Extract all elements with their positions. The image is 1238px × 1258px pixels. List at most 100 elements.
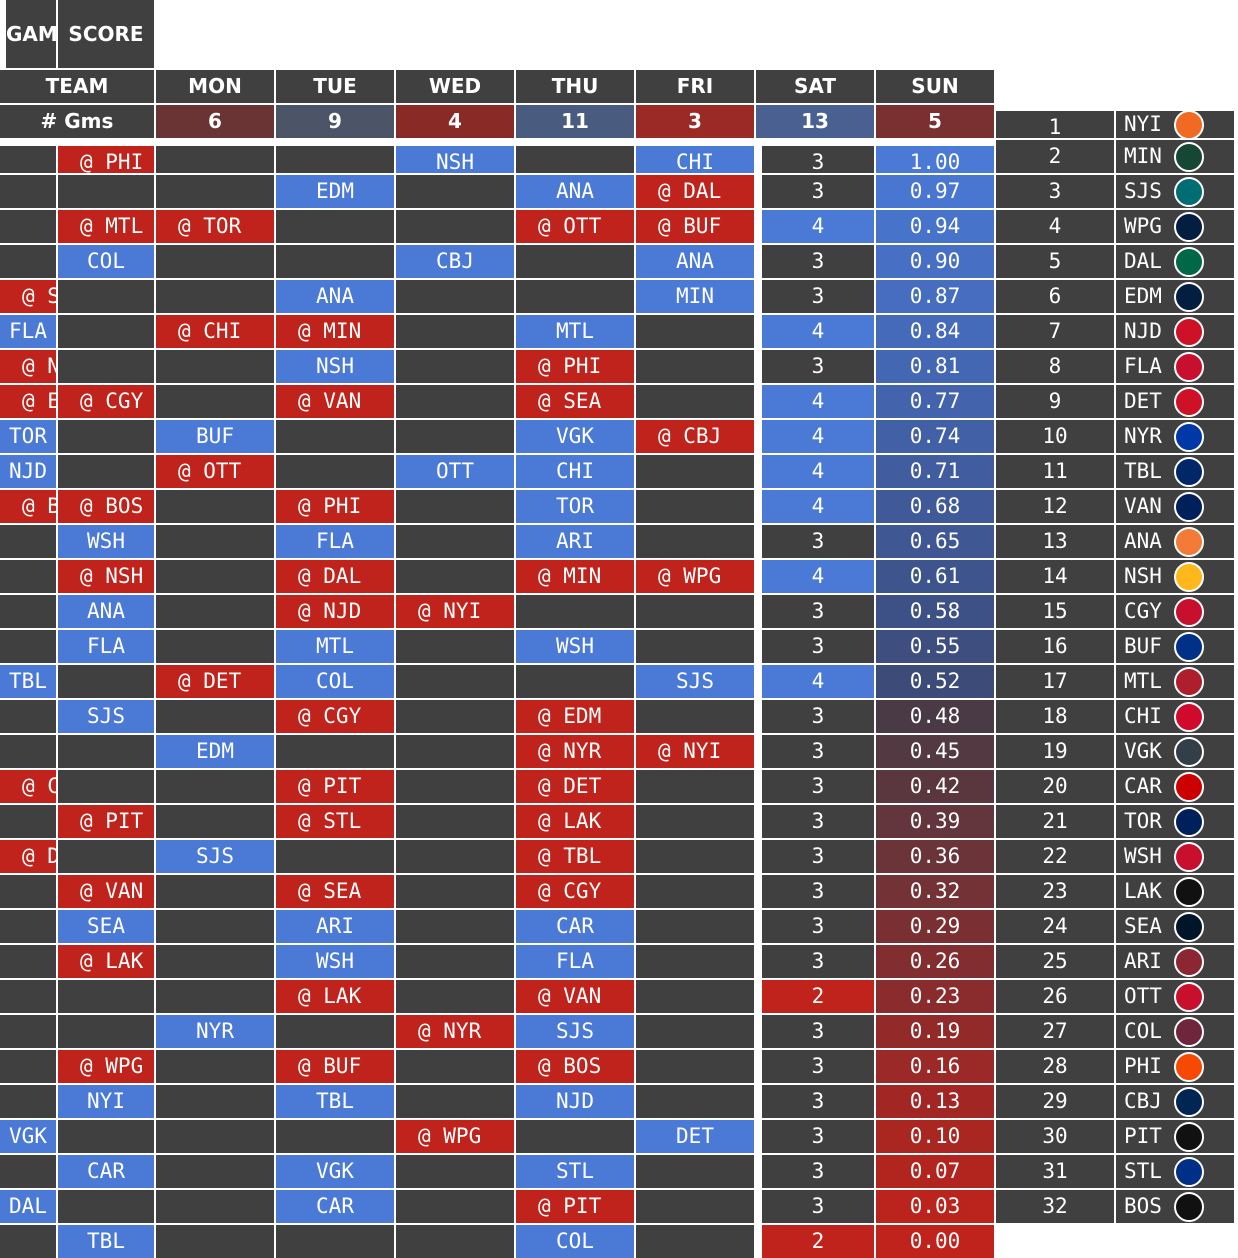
game-cell: @ VAN	[516, 980, 634, 1013]
games-count: 3	[762, 700, 874, 733]
team-logo-icon	[1174, 631, 1204, 662]
game-cell	[276, 210, 394, 243]
team-cell: NYR	[1116, 420, 1234, 453]
games-count: 3	[762, 1085, 874, 1118]
score-cell: 0.13	[876, 1085, 994, 1118]
team-logo-icon	[1174, 1051, 1204, 1082]
game-cell	[0, 1015, 56, 1048]
score-cell: 0.32	[876, 875, 994, 908]
game-cell	[156, 1120, 274, 1153]
team-logo-icon	[1174, 701, 1204, 732]
games-count: 3	[762, 875, 874, 908]
game-cell: VGK	[516, 420, 634, 453]
score-cell: 0.68	[876, 490, 994, 523]
game-cell: @ DET	[156, 665, 274, 698]
game-cell	[156, 595, 274, 628]
rank-cell: 6	[996, 280, 1114, 313]
game-cell	[58, 350, 154, 383]
game-cell: @ PHI	[58, 146, 154, 173]
game-cell	[396, 1190, 514, 1223]
game-cell	[58, 455, 154, 488]
game-cell: @ MTL	[58, 210, 154, 243]
game-cell	[0, 910, 56, 943]
game-cell	[58, 840, 154, 873]
games-count: 3	[762, 945, 874, 978]
team-logo-icon	[1174, 876, 1204, 907]
team-logo-icon	[1174, 666, 1204, 697]
team-cell: SEA	[1116, 910, 1234, 943]
score-cell: 0.52	[876, 665, 994, 698]
rank-cell: 10	[996, 420, 1114, 453]
game-cell	[58, 1015, 154, 1048]
rank-cell: 25	[996, 945, 1114, 978]
game-cell	[156, 910, 274, 943]
score-cell: 0.74	[876, 420, 994, 453]
game-cell: CHI	[516, 455, 634, 488]
score-cell: 0.87	[876, 280, 994, 313]
rank-cell: 3	[996, 175, 1114, 208]
game-cell	[396, 805, 514, 838]
game-cell	[0, 700, 56, 733]
game-cell: @ NSH	[58, 560, 154, 593]
score-cell: 0.65	[876, 525, 994, 558]
header-count-tue: 9	[276, 105, 394, 138]
team-logo-icon	[1174, 1086, 1204, 1117]
game-cell: @ PIT	[276, 770, 394, 803]
rank-cell: 24	[996, 910, 1114, 943]
header-count-sun: 5	[876, 105, 994, 138]
game-cell: MTL	[276, 630, 394, 663]
game-cell	[636, 1225, 754, 1258]
game-cell	[0, 805, 56, 838]
game-cell: WSH	[516, 630, 634, 663]
team-logo-icon	[1174, 911, 1204, 942]
game-cell	[636, 630, 754, 663]
games-count: 3	[762, 910, 874, 943]
game-cell	[636, 1015, 754, 1048]
game-cell: NYR	[156, 1015, 274, 1048]
game-cell	[0, 980, 56, 1013]
game-cell	[396, 1085, 514, 1118]
score-cell: 0.07	[876, 1155, 994, 1188]
team-cell: ANA	[1116, 525, 1234, 558]
game-cell: CAR	[58, 1155, 154, 1188]
score-cell: 1.00	[876, 146, 994, 173]
team-cell: SJS	[1116, 175, 1234, 208]
team-abbr: VAN	[1124, 494, 1162, 518]
team-logo-icon	[1174, 386, 1204, 417]
rank-cell: 14	[996, 560, 1114, 593]
team-abbr: NJD	[1124, 319, 1162, 343]
game-cell: CBJ	[396, 245, 514, 278]
team-abbr: CAR	[1124, 774, 1162, 798]
game-cell	[636, 455, 754, 488]
team-abbr: SJS	[1124, 179, 1162, 203]
rank-cell: 15	[996, 595, 1114, 628]
team-logo-icon	[1174, 841, 1204, 872]
team-abbr: BUF	[1124, 634, 1162, 658]
game-cell	[636, 315, 754, 348]
game-cell: VGK	[276, 1155, 394, 1188]
game-cell	[156, 875, 274, 908]
game-cell	[276, 735, 394, 768]
game-cell	[516, 280, 634, 313]
games-count: 3	[762, 1050, 874, 1083]
team-abbr: COL	[1124, 1019, 1162, 1043]
header-count-wed: 4	[396, 105, 514, 138]
team-abbr: FLA	[1124, 354, 1162, 378]
header-count-mon: 6	[156, 105, 274, 138]
game-cell	[396, 770, 514, 803]
games-count: 2	[762, 980, 874, 1013]
game-cell	[396, 315, 514, 348]
team-abbr: TBL	[1124, 459, 1162, 483]
header-day-thu: THU	[516, 70, 634, 103]
team-cell: TOR	[1116, 805, 1234, 838]
rank-cell: 26	[996, 980, 1114, 1013]
header-team: TEAM	[0, 70, 154, 103]
header-gms: # Gms	[0, 105, 154, 138]
team-cell: EDM	[1116, 280, 1234, 313]
game-cell	[0, 560, 56, 593]
team-cell: VGK	[1116, 735, 1234, 768]
team-cell: CHI	[1116, 700, 1234, 733]
games-count: 4	[762, 665, 874, 698]
game-cell	[396, 1050, 514, 1083]
team-logo-icon	[1174, 456, 1204, 487]
